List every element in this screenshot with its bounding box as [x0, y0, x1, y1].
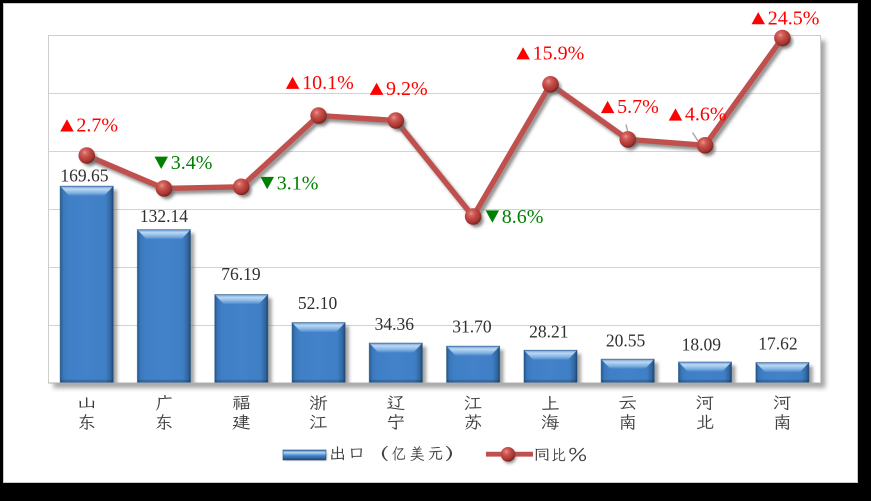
svg-text:76.19: 76.19: [221, 264, 261, 284]
svg-text:20.55: 20.55: [606, 330, 646, 350]
svg-text:24.5%: 24.5%: [768, 7, 820, 29]
svg-text:15.9%: 15.9%: [533, 42, 585, 64]
svg-text:4.6%: 4.6%: [685, 104, 727, 126]
svg-text:169.65: 169.65: [60, 166, 108, 186]
svg-text:8.6%: 8.6%: [502, 206, 544, 228]
svg-text:52.10: 52.10: [298, 293, 338, 313]
svg-text:132.14: 132.14: [140, 206, 188, 226]
svg-text:31.70: 31.70: [452, 317, 492, 337]
svg-text:9.2%: 9.2%: [386, 78, 428, 100]
svg-text:3.4%: 3.4%: [171, 152, 213, 174]
svg-text:2.7%: 2.7%: [76, 115, 118, 137]
svg-text:10.1%: 10.1%: [302, 72, 354, 94]
svg-text:17.62: 17.62: [758, 334, 797, 354]
svg-text:28.21: 28.21: [529, 321, 568, 341]
svg-text:18.09: 18.09: [682, 335, 722, 355]
svg-text:5.7%: 5.7%: [617, 96, 659, 118]
svg-text:3.1%: 3.1%: [277, 172, 319, 194]
svg-text:34.36: 34.36: [375, 314, 415, 334]
